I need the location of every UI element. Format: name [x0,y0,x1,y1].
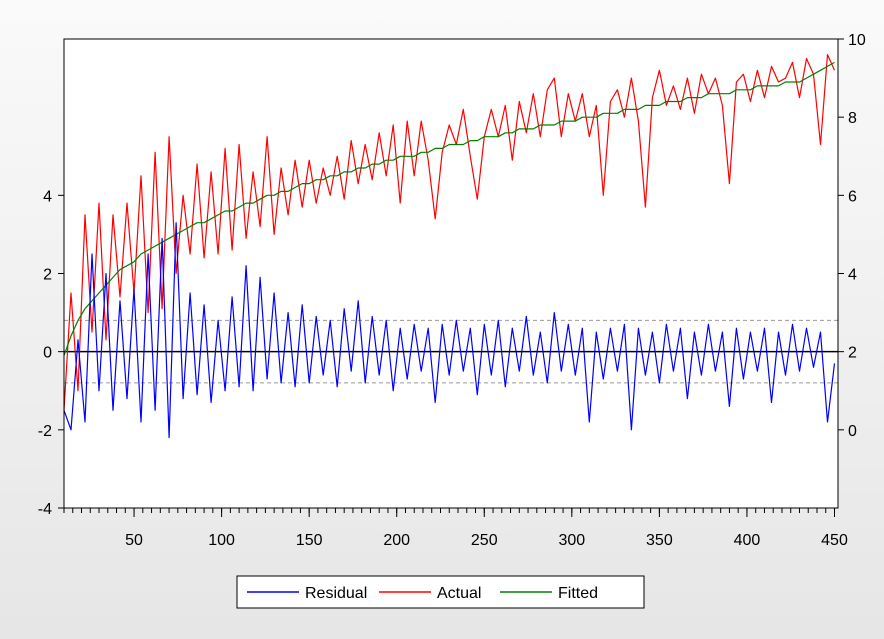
x-tick-label: 300 [558,532,585,549]
legend-label-actual: Actual [437,585,481,602]
left-y-tick-label: 2 [43,267,52,284]
plot-area [64,39,838,508]
x-tick-label: 200 [383,532,410,549]
x-tick-label: 350 [646,532,673,549]
x-tick-label: 400 [734,532,761,549]
right-y-tick-label: 2 [848,345,857,362]
legend-label-fitted: Fitted [558,585,598,602]
series-actual-line [63,53,836,411]
x-tick-label: 100 [208,532,235,549]
left-y-tick-label: 0 [43,345,52,362]
x-tick-label: 250 [471,532,498,549]
x-tick-label: 150 [296,532,323,549]
x-tick-label: 450 [821,532,848,549]
series-fitted-line [63,61,835,356]
residual-std-band [64,319,838,384]
legend-box [236,575,645,609]
right-y-tick-label: 8 [848,110,857,127]
legend-label-residual: Residual [305,585,367,602]
axes: 50 100 150 200 250 300 350 400 450 -4 -2 0 2 4 0 2 4 6 8 10 [38,32,866,549]
right-y-tick-label: 0 [848,423,857,440]
left-y-tick-label: -4 [38,501,52,518]
right-y-tick-label: 4 [848,267,857,284]
right-y-tick-label: 6 [848,188,857,205]
right-y-tick-label: 10 [848,32,866,49]
legend: Residual Actual Fitted [236,575,645,609]
left-y-tick-label: 4 [43,188,52,205]
series-layer [63,53,836,439]
x-tick-label: 50 [125,532,143,549]
series-residual-line [63,222,836,439]
left-y-tick-label: -2 [38,423,52,440]
